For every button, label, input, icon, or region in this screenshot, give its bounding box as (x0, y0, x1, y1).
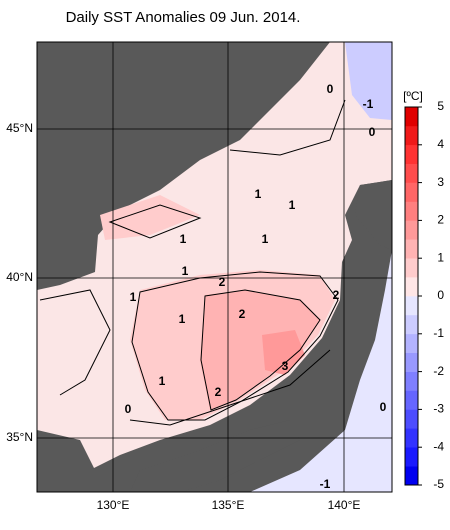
lat-label: 40°N (6, 270, 33, 284)
warm-max (262, 330, 305, 375)
contour-label: 1 (262, 232, 269, 246)
sea (37, 42, 392, 492)
graticule (37, 42, 392, 492)
colorbar-unit: [ºC] (403, 89, 423, 103)
colorbar-tick-label: 4 (437, 137, 444, 151)
colorbar-tick-label: -3 (433, 402, 444, 416)
contour-label: 0 (380, 400, 387, 414)
colorbar-band (405, 107, 418, 127)
colorbar-band (405, 409, 418, 429)
colorbar-band (405, 390, 418, 410)
contour-two (200, 289, 321, 411)
north-warm (100, 195, 200, 240)
contour-label: 2 (239, 307, 246, 321)
contour-label: 0 (125, 402, 132, 416)
map-title: Daily SST Anomalies 09 Jun. 2014. (66, 9, 301, 26)
contour-label: 1 (255, 187, 262, 201)
map-frame (36, 41, 393, 493)
contour-label: 1 (289, 198, 296, 212)
colorbar-band (405, 220, 418, 240)
lon-label: 140°E (328, 498, 361, 512)
lat-label: 45°N (6, 121, 33, 135)
contour-label: 0 (327, 82, 334, 96)
colorbar-tick-label: -4 (433, 439, 444, 453)
contour-label: 1 (159, 374, 166, 388)
colorbar-band (405, 314, 418, 335)
colorbar-band (405, 296, 418, 316)
contour-label: 0 (369, 125, 376, 139)
colorbar-band (405, 144, 418, 164)
tatar-strait (345, 42, 392, 120)
colorbar-tick-label: 5 (437, 99, 444, 113)
colorbar-band (405, 258, 418, 278)
contour-label: 1 (180, 232, 187, 246)
colorbar-tick-label: 3 (437, 175, 444, 189)
graticule-labels: 45°N 40°N 35°N 130°E 135°E 140°E (6, 121, 360, 512)
colorbar-band (405, 333, 418, 353)
contour-label: 1 (179, 312, 186, 326)
colorbar-band (405, 277, 418, 297)
colorbar-tick-label: 2 (437, 213, 444, 227)
colorbar-band (405, 201, 418, 221)
colorbar-band (405, 182, 418, 202)
contour-label: 2 (215, 385, 222, 399)
contour-label: 3 (282, 359, 289, 373)
hokkaido (355, 180, 392, 250)
contour-label: 2 (333, 288, 340, 302)
pacific (250, 250, 392, 492)
lat-label: 35°N (6, 430, 33, 444)
colorbar-tick-label: 1 (437, 250, 444, 264)
colorbar-band (405, 352, 418, 372)
colorbar-tick-label: -1 (433, 326, 444, 340)
colorbar-band (405, 466, 418, 486)
korea-coast (37, 430, 95, 492)
colorbar-tick-label: -2 (433, 364, 444, 378)
contour-label: -1 (363, 97, 374, 111)
contour-label: -1 (320, 477, 331, 491)
colorbar-band (405, 428, 418, 448)
map-area: 0 -1 0 1 1 1 1 1 2 1 2 1 2 3 1 2 0 0 -1 (37, 42, 392, 492)
contour-zero (39, 99, 346, 426)
colorbar-tick-label: -5 (433, 477, 444, 491)
contour-label: 1 (130, 290, 137, 304)
colorbar: [ºC] 5 4 3 2 1 0 -1 -2 -3 -4 -5 (403, 89, 444, 491)
contour-one (108, 204, 339, 421)
contour-labels: 0 -1 0 1 1 1 1 1 2 1 2 1 2 3 1 2 0 0 -1 (125, 82, 387, 491)
contour-label: 2 (219, 275, 226, 289)
colorbar-band (405, 239, 418, 259)
lon-label: 130°E (97, 498, 130, 512)
colorbar-band (405, 163, 418, 183)
colorbar-band (405, 447, 418, 467)
warm-core (200, 290, 320, 410)
colorbar-band (405, 125, 418, 146)
contour-label: 1 (182, 264, 189, 278)
colorbar-band (405, 371, 418, 391)
lon-label: 135°E (212, 498, 245, 512)
colorbar-tick-label: 0 (437, 288, 444, 302)
